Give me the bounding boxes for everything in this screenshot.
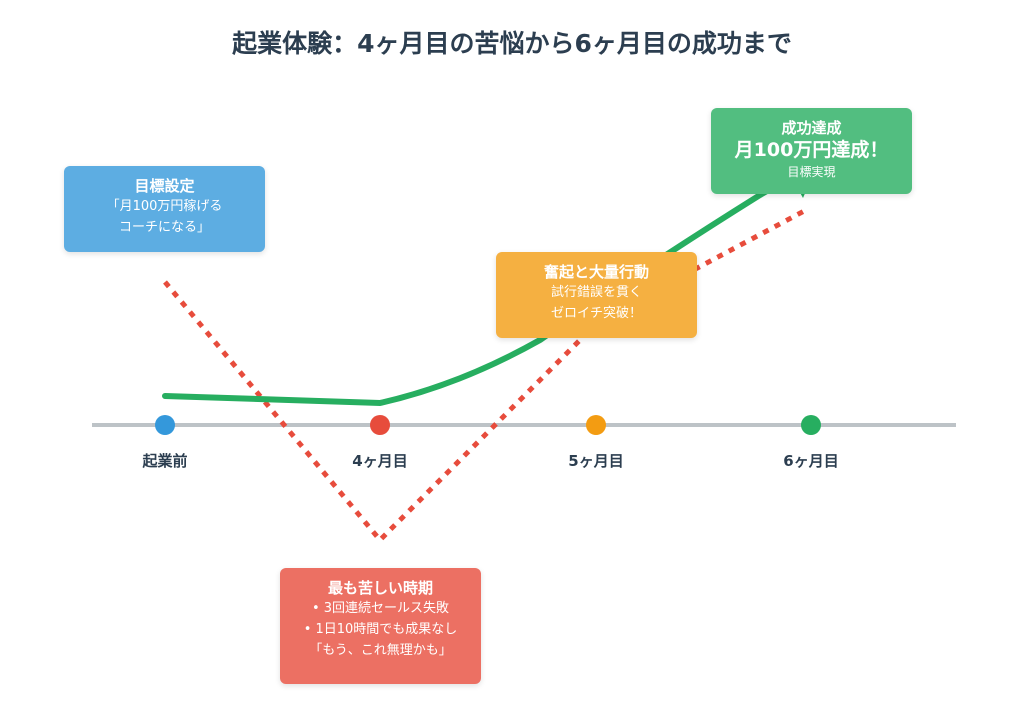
stage-label-month6: 6ヶ月目 <box>783 452 839 470</box>
hardest-line: • 3回連続セールス失敗 <box>311 601 450 616</box>
goal-box: 目標設定 「月100万円稼げる コーチになる」 <box>64 166 265 252</box>
stage-label-before: 起業前 <box>142 452 188 470</box>
hardest-line: 「もう、これ無理かも」 <box>309 643 452 658</box>
hardest-line: • 1日10時間でも成果なし <box>303 622 458 637</box>
success-heading: 成功達成 <box>781 119 842 137</box>
stage-dot-month4 <box>370 415 390 435</box>
success-box: 成功達成 月100万円達成！ 目標実現 <box>711 108 912 194</box>
success-line: 目標実現 <box>787 165 836 179</box>
emotion-dotted-line <box>163 207 808 544</box>
goal-heading: 目標設定 <box>134 177 195 195</box>
stage-dot-month6 <box>801 415 821 435</box>
stage-label-month4: 4ヶ月目 <box>352 452 408 470</box>
action-heading: 奮起と大量行動 <box>543 263 649 281</box>
goal-line: 「月100万円稼げる <box>106 199 223 214</box>
diagram-title: 起業体験：4ヶ月目の苦悩から6ヶ月目の成功まで <box>232 29 792 58</box>
action-box: 奮起と大量行動 試行錯誤を貫く ゼロイチ突破！ <box>496 252 697 338</box>
stage-label-month5: 5ヶ月目 <box>568 452 624 470</box>
hardest-period-box: 最も苦しい時期 • 3回連続セールス失敗 • 1日10時間でも成果なし 「もう、… <box>280 568 481 684</box>
action-line: ゼロイチ突破！ <box>550 306 642 321</box>
goal-line: コーチになる」 <box>118 220 210 235</box>
hardest-heading: 最も苦しい時期 <box>327 579 433 597</box>
success-subheading: 月100万円達成！ <box>734 139 889 161</box>
stage-dot-before <box>155 415 175 435</box>
action-line: 試行錯誤を貫く <box>550 285 642 300</box>
stage-dot-month5 <box>586 415 606 435</box>
